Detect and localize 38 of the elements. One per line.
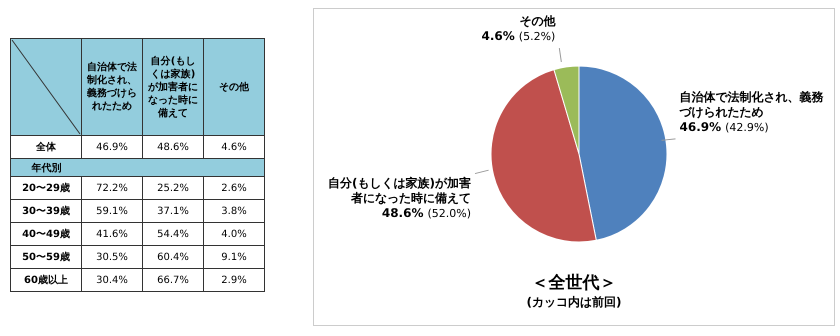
data-label: 37.1% [142,200,204,222]
text: (カッコ内は前回) [526,294,622,311]
data-label: 41.6% [82,222,142,246]
data-label: 48.6% [142,136,204,158]
data-label: 4.6% [482,29,515,44]
data-label: 2.6% [204,176,264,200]
data-label: 54.4% [142,222,204,246]
data-label: 9.1% [204,246,264,268]
y-tick-label: 40〜49歳 [10,222,82,246]
data-label: 46.9% [82,136,142,158]
text: (42.9%) [725,120,769,134]
y-tick-label: 60歳以上 [10,268,82,292]
y-tick-label: 20〜29歳 [10,176,82,200]
data-label: 48.6% [382,206,424,220]
y-tick-label: 年代別 [10,158,82,176]
slice-label: 自分(もしくは家族)が加害者になった時に備えて [327,176,472,206]
data-label: 66.7% [142,268,204,292]
data-label: 59.1% [82,200,142,222]
data-label: 4.0% [204,222,264,246]
y-tick-label: 全体 [10,136,82,158]
text: (52.0%) [427,206,472,220]
text: ＜全世代＞ [530,272,618,294]
data-label: 60.4% [142,246,204,268]
slice-label: その他 [518,14,556,30]
data-label: 30.5% [82,246,142,268]
data-label: 3.8% [204,200,264,222]
data-label: 72.2% [82,176,142,200]
y-tick-label: 50〜59歳 [10,246,82,268]
x-tick-label: 自分(もしくは家族)が加害者になった時に備えて [147,54,199,120]
data-label: 2.9% [204,268,264,292]
x-tick-label: その他 [218,80,250,94]
text: (5.2%) [518,30,556,44]
data-label: 46.9% [680,120,722,134]
data-label: 30.4% [82,268,142,292]
x-tick-label: 自治体で法制化され、義務づけられたため [86,61,138,113]
data-label: 4.6% [204,136,264,158]
y-tick-label: 30〜39歳 [10,200,82,222]
data-label: 25.2% [142,176,204,200]
